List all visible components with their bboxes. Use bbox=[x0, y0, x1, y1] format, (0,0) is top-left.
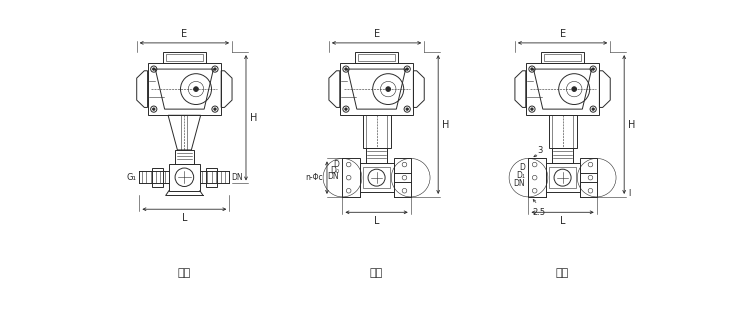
Bar bbox=[545, 54, 581, 61]
Circle shape bbox=[592, 108, 594, 110]
Circle shape bbox=[406, 68, 409, 70]
Bar bbox=[541, 52, 584, 63]
Text: 图二: 图二 bbox=[370, 268, 383, 278]
Text: E: E bbox=[181, 29, 187, 39]
Circle shape bbox=[592, 68, 594, 70]
Text: L: L bbox=[181, 213, 187, 223]
Bar bbox=[550, 167, 576, 189]
Bar bbox=[552, 148, 573, 163]
Circle shape bbox=[531, 68, 533, 70]
Circle shape bbox=[194, 87, 198, 92]
Circle shape bbox=[406, 108, 409, 110]
Bar bbox=[152, 168, 163, 187]
Text: D: D bbox=[333, 160, 339, 169]
Text: DN: DN bbox=[327, 172, 339, 182]
Bar bbox=[545, 163, 580, 192]
Bar bbox=[529, 159, 545, 197]
Circle shape bbox=[153, 108, 155, 110]
Text: l: l bbox=[628, 189, 630, 197]
Bar bbox=[580, 159, 596, 197]
Bar bbox=[363, 115, 390, 148]
Bar bbox=[343, 159, 360, 197]
Circle shape bbox=[345, 68, 347, 70]
Text: n-Φc: n-Φc bbox=[306, 173, 323, 182]
Bar bbox=[340, 63, 414, 115]
Bar bbox=[360, 163, 393, 192]
Bar bbox=[393, 159, 411, 197]
Text: 3: 3 bbox=[538, 146, 543, 155]
Bar bbox=[181, 115, 187, 150]
Circle shape bbox=[153, 68, 155, 70]
Text: E: E bbox=[374, 29, 379, 39]
Circle shape bbox=[531, 108, 533, 110]
Text: D: D bbox=[520, 163, 526, 172]
Text: L: L bbox=[560, 216, 565, 226]
Bar bbox=[355, 52, 398, 63]
Text: E: E bbox=[559, 29, 566, 39]
Text: D₀: D₀ bbox=[330, 166, 339, 175]
Bar bbox=[166, 54, 202, 61]
Bar bbox=[549, 115, 577, 148]
Bar bbox=[363, 167, 390, 189]
Text: DN: DN bbox=[514, 179, 526, 188]
Text: L: L bbox=[374, 216, 379, 226]
Text: H: H bbox=[628, 120, 635, 130]
Bar bbox=[526, 63, 599, 115]
Circle shape bbox=[214, 68, 216, 70]
Bar bbox=[552, 115, 573, 148]
Text: H: H bbox=[442, 120, 450, 130]
Bar bbox=[169, 164, 200, 191]
Bar bbox=[148, 63, 221, 115]
Text: 2.5: 2.5 bbox=[532, 208, 545, 217]
Bar bbox=[358, 54, 395, 61]
Text: H: H bbox=[250, 113, 257, 123]
Text: G₁: G₁ bbox=[126, 173, 136, 182]
Circle shape bbox=[214, 108, 216, 110]
Bar bbox=[206, 168, 217, 187]
Circle shape bbox=[386, 87, 390, 92]
Text: 图一: 图一 bbox=[178, 268, 191, 278]
Bar bbox=[366, 148, 387, 163]
Bar bbox=[175, 150, 194, 164]
Bar bbox=[366, 115, 387, 148]
Circle shape bbox=[345, 108, 347, 110]
Circle shape bbox=[572, 87, 577, 92]
Text: D₁: D₁ bbox=[517, 171, 526, 180]
Text: 图三: 图三 bbox=[556, 268, 569, 278]
Text: DN: DN bbox=[232, 173, 243, 182]
Bar bbox=[163, 52, 205, 63]
